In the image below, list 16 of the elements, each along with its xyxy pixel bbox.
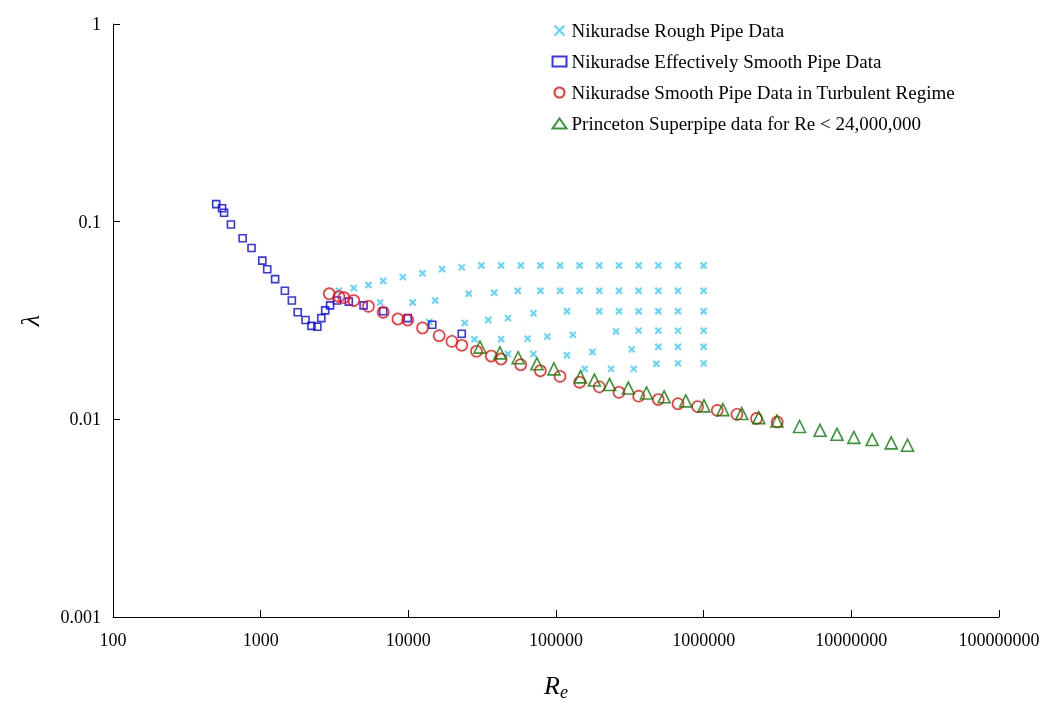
x-tick-label: 100000 (529, 630, 583, 650)
y-tick-label: 0.1 (78, 211, 101, 232)
x-tick-label: 10000 (385, 630, 431, 650)
x-tick-label: 10000000 (815, 630, 888, 650)
legend-label: Nikuradse Smooth Pipe Data in Turbulent Regime (571, 82, 955, 103)
y-tick-label: 0.001 (60, 607, 101, 627)
legend-label: Nikuradse Rough Pipe Data (571, 20, 785, 41)
y-tick-label: 1 (92, 14, 101, 34)
x-tick-label: 1000000 (672, 630, 736, 650)
legend-label: Nikuradse Effectively Smooth Pipe Data (571, 51, 882, 72)
x-tick-label: 1000 (242, 630, 279, 650)
y-axis-title: λ (15, 314, 45, 328)
x-tick-label: 100 (99, 630, 127, 650)
y-tick-label: 0.01 (69, 409, 101, 430)
legend-label: Princeton Superpipe data for Re < 24,000,000 (571, 113, 921, 134)
x-tick-label: 100000000 (958, 630, 1040, 650)
